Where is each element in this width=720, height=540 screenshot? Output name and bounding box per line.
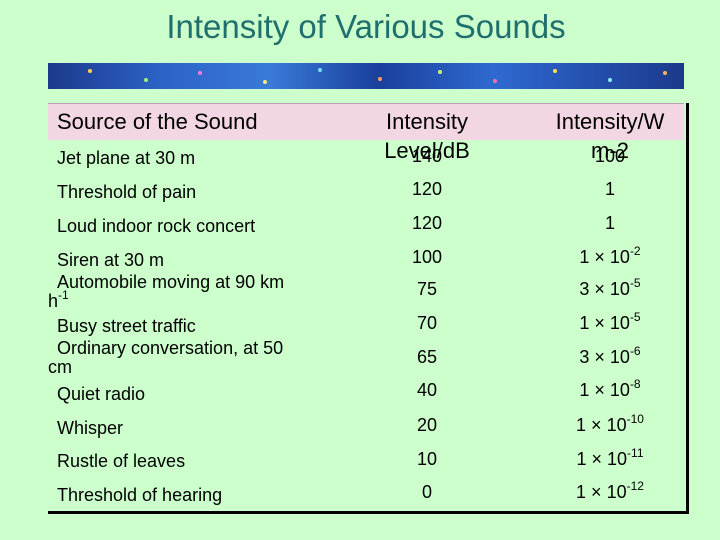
row-intensity: 1 × 10-8 — [579, 377, 641, 400]
row-intensity: 1 — [604, 179, 615, 199]
row-source: Threshold of hearing — [57, 485, 223, 505]
sound-intensity-table: Source of the Sound Intensity Level/dB I… — [48, 103, 689, 514]
slide-title: Intensity of Various Sounds — [166, 8, 566, 45]
header-intensity-line1: Intensity/W — [555, 109, 665, 134]
row-level: 120 — [411, 213, 443, 233]
row-level: 65 — [416, 347, 438, 367]
row-source: Ordinary conversation, at 50 — [57, 338, 284, 358]
row-level: 100 — [411, 247, 443, 267]
row-source: Siren at 30 m — [57, 250, 165, 270]
row-level: 75 — [416, 279, 438, 299]
header-level-line2: Level/dB — [384, 138, 470, 163]
row-level: 20 — [416, 415, 438, 435]
header-level-line1: Intensity — [386, 109, 468, 134]
row-intensity: 1 × 10-10 — [576, 412, 644, 435]
row-intensity: 100 — [594, 146, 626, 166]
row-source: Automobile moving at 90 km — [57, 272, 285, 292]
row-source: Whisper — [57, 418, 124, 438]
row-intensity: 3 × 10-6 — [579, 344, 641, 367]
row-level: 10 — [416, 449, 438, 469]
row-level: 40 — [416, 380, 438, 400]
row-intensity: 1 × 10-11 — [576, 446, 644, 469]
row-intensity: 1 × 10-12 — [576, 479, 644, 502]
table-header-band — [48, 103, 684, 140]
row-intensity: 1 × 10-5 — [579, 310, 641, 333]
row-level: 140 — [411, 146, 443, 166]
row-level: 120 — [411, 179, 443, 199]
decorative-banner — [48, 63, 684, 89]
row-level: 70 — [416, 313, 438, 333]
row-intensity: 1 × 10-2 — [579, 244, 641, 267]
row-level: 0 — [421, 482, 432, 502]
row-source: Busy street traffic — [57, 316, 196, 336]
row-source: Jet plane at 30 m — [57, 148, 196, 168]
row-source: Loud indoor rock concert — [57, 216, 256, 236]
row-source: Threshold of pain — [57, 182, 197, 202]
row-source-continuation: h-1 — [48, 288, 69, 311]
row-source: Quiet radio — [57, 384, 146, 404]
row-source: Rustle of leaves — [57, 451, 186, 471]
header-source: Source of the Sound — [57, 109, 258, 134]
header-intensity-line2: m-2 — [591, 138, 629, 163]
row-intensity: 1 — [604, 213, 615, 233]
row-source-continuation: cm — [48, 357, 72, 377]
row-intensity: 3 × 10-5 — [579, 276, 641, 299]
